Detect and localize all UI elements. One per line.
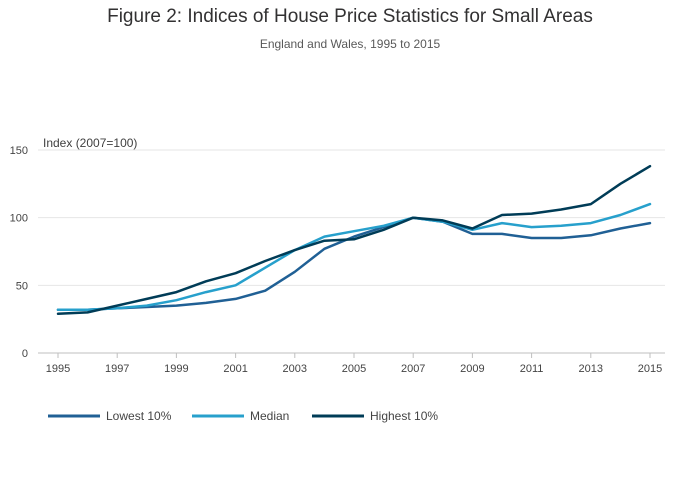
x-tick-label: 1999 <box>164 363 188 375</box>
legend-label-0: Lowest 10% <box>106 409 172 423</box>
x-tick-label: 2003 <box>283 363 307 375</box>
legend-label-2: Highest 10% <box>370 409 438 423</box>
y-tick-labels: 0 50 100 150 <box>10 145 28 360</box>
x-tick-label: 2013 <box>579 363 603 375</box>
y-tick-label: 100 <box>10 213 28 225</box>
legend-label-1: Median <box>250 409 289 423</box>
chart-subtitle: England and Wales, 1995 to 2015 <box>259 37 441 51</box>
y-tick-label: 50 <box>16 280 28 292</box>
y-tick-label: 0 <box>22 348 28 360</box>
x-tick-label: 1995 <box>46 363 70 375</box>
x-tick-label: 2015 <box>638 363 662 375</box>
y-axis-label: Index (2007=100) <box>43 136 137 150</box>
series-line-2 <box>56 164 652 316</box>
legend: Lowest 10% Median Highest 10% <box>48 409 438 423</box>
x-tick-label: 1997 <box>105 363 129 375</box>
series-lines <box>56 164 652 316</box>
series-line-0 <box>56 216 652 311</box>
series-line-1 <box>56 202 652 311</box>
grid-lines <box>38 149 665 286</box>
y-tick-label: 150 <box>10 145 28 157</box>
x-tick-label: 2009 <box>460 363 484 375</box>
x-tick-label: 2011 <box>520 363 544 375</box>
x-axis: 1995 1997 1999 2001 2003 2005 2007 2009 2011 2013… <box>38 352 665 375</box>
chart-title: Figure 2: Indices of House Price Statist… <box>107 6 593 27</box>
x-tick-label: 2005 <box>342 363 366 375</box>
x-tick-label: 2007 <box>401 363 425 375</box>
x-tick-label: 2001 <box>223 363 247 375</box>
